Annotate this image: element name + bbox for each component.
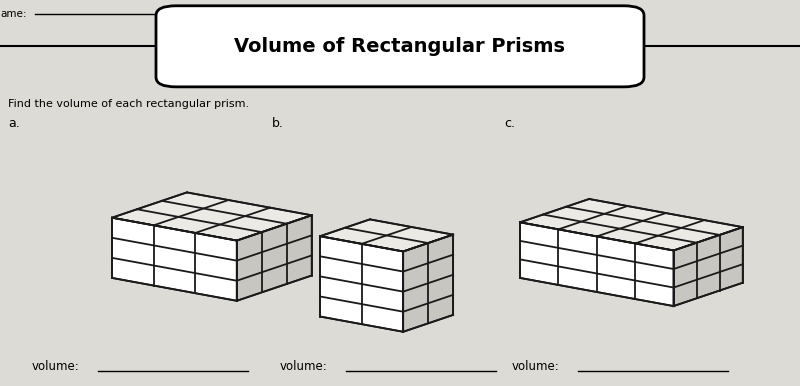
- Text: Volume of Rectangular Prisms: Volume of Rectangular Prisms: [234, 37, 566, 56]
- Polygon shape: [320, 219, 453, 252]
- Polygon shape: [520, 222, 674, 306]
- Polygon shape: [520, 199, 742, 251]
- Text: c.: c.: [504, 117, 515, 130]
- Text: volume:: volume:: [32, 360, 80, 373]
- Polygon shape: [320, 236, 403, 332]
- Polygon shape: [674, 227, 742, 306]
- Text: volume:: volume:: [280, 360, 328, 373]
- Polygon shape: [112, 192, 312, 240]
- Text: a.: a.: [8, 117, 20, 130]
- Polygon shape: [112, 218, 237, 301]
- Text: Find the volume of each rectangular prism.: Find the volume of each rectangular pris…: [8, 99, 249, 109]
- Polygon shape: [237, 215, 312, 301]
- Text: volume:: volume:: [512, 360, 560, 373]
- FancyBboxPatch shape: [156, 6, 644, 87]
- Text: b.: b.: [272, 117, 284, 130]
- Text: ame:: ame:: [0, 8, 26, 19]
- Polygon shape: [403, 235, 453, 332]
